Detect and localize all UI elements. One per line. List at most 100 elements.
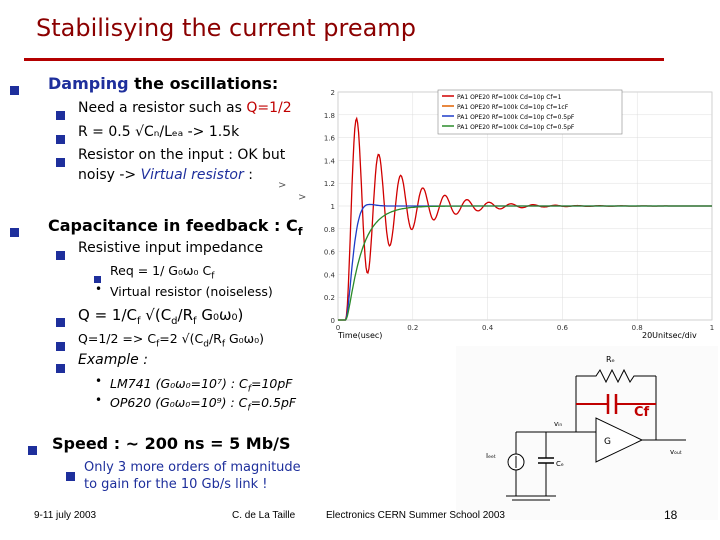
slide-title: Stabilisying the current preamp	[36, 14, 416, 42]
idet-label: Iₑₑₜ	[486, 452, 496, 460]
footer-date: 9-11 july 2003	[34, 510, 97, 521]
arrow-glyph: >	[278, 180, 287, 191]
resistor-q-value: Q=1/2	[246, 100, 292, 116]
y-tick-label: 1.4	[324, 157, 336, 165]
q-formula-d: G₀ω₀)	[196, 306, 244, 324]
resistor-input-line2: noisy -> Virtual resistor :	[78, 167, 253, 183]
q-half-b: =2 √(C	[159, 331, 204, 346]
cd-label: Cₑ	[556, 460, 564, 468]
legend-entry: PA1 OPE20 Rf=100k Cd=10p Cf=0.5pF	[457, 114, 575, 121]
bullet-square	[66, 466, 75, 485]
vout-label: vₒᵤₜ	[670, 448, 682, 456]
resistor-input-line1: Resistor on the input : OK but	[78, 147, 286, 163]
circuit-background	[456, 346, 718, 520]
page-number: 18	[664, 508, 678, 522]
y-tick-label: 1.6	[324, 135, 336, 143]
orders-line2: to gain for the 10 Gb/s link !	[84, 477, 268, 492]
oscillation-chart: 0 0.2 0.4 0.6 0.8 1 1.2 1.4 1.6 1.8 2 0 0.2 0.4 0.6 0.8…	[312, 84, 718, 346]
arrow-glyph: >	[298, 192, 307, 203]
damping-word: Damping	[48, 74, 129, 93]
x-tick-label: 0.8	[632, 324, 643, 332]
capacitance-text: Capacitance in feedback : C	[48, 216, 298, 235]
y-tick-label: 0.4	[324, 271, 336, 279]
req-line: Req = 1/ G₀ω₀ Cf	[110, 263, 214, 282]
colon-text: :	[243, 167, 253, 183]
virtual-resistor-text: Virtual resistor	[140, 167, 244, 183]
bullet-square-small	[94, 268, 101, 287]
y-tick-label: 2	[331, 89, 335, 97]
legend-entry: PA1 OPE20 Rf=100k Cd=10p Cf=1cF	[457, 104, 569, 111]
bullet-square	[28, 440, 37, 459]
bullet-square	[56, 336, 65, 355]
example-line: Example :	[78, 352, 148, 368]
gain-label: G	[604, 437, 611, 447]
bullet-square	[56, 312, 65, 331]
x-tick-label: 0	[336, 324, 340, 332]
bullet-square	[56, 105, 65, 124]
bullet-dot: •	[95, 282, 103, 296]
resistor-r-line: R = 0.5 √Cₙ/Lₑₐ -> 1.5k	[78, 124, 240, 140]
footer-event: Electronics CERN Summer School 2003	[326, 510, 505, 521]
x-tick-label: 0.6	[557, 324, 569, 332]
q-formula-c: /R	[177, 306, 194, 324]
q-formula-a: Q = 1/C	[78, 306, 137, 324]
op620-b: =0.5pF	[250, 395, 297, 410]
bullet-dot: •	[95, 374, 103, 388]
noisy-text: noisy ->	[78, 167, 141, 183]
virtual-noiseless-line: Virtual resistor (noiseless)	[110, 284, 273, 299]
req-text: Req = 1/ G₀ω₀ C	[110, 263, 212, 278]
q-half-line: Q=1/2 => Cf=2 √(Cd/Rf G₀ω₀)	[78, 331, 265, 350]
chart-legend: PA1 OPE20 Rf=100k Cd=10p Cf=1 PA1 OPE20 R…	[437, 89, 623, 135]
title-underline	[24, 58, 664, 61]
chart-xlabel: Time(usec)	[337, 331, 382, 340]
q-half-a: Q=1/2 => C	[78, 331, 157, 346]
resistor-q-line: Need a resistor such as Q=1/2	[78, 100, 292, 116]
op620-a: OP620 (G₀ω₀=10⁹) : C	[110, 395, 248, 410]
bullet-square	[10, 222, 19, 241]
op620-line: OP620 (G₀ω₀=10⁹) : Cf=0.5pF	[110, 395, 297, 414]
bullet-square	[56, 129, 65, 148]
chart-xlabel-right: 20Unitsec/div	[642, 331, 697, 340]
y-tick-label: 1	[331, 203, 335, 211]
damping-heading: Damping the oscillations:	[48, 74, 278, 93]
bullet-dot: •	[95, 393, 103, 407]
amplifier-triangle	[595, 417, 644, 463]
series-line-3	[338, 205, 712, 321]
bullet-square	[56, 152, 65, 171]
y-tick-label: 0	[331, 317, 335, 325]
bullet-square	[56, 358, 65, 377]
lm741-line: LM741 (G₀ω₀=10⁷) : Cf=10pF	[110, 376, 293, 395]
resistive-input-line: Resistive input impedance	[78, 240, 264, 256]
q-formula-b: √(C	[140, 306, 172, 324]
footer-author: C. de La Taille	[232, 510, 296, 521]
y-tick-label: 0.8	[324, 226, 335, 234]
chart-series-group	[338, 116, 712, 321]
req-sub: f	[211, 271, 215, 282]
damping-rest: the oscillations:	[128, 74, 279, 93]
legend-box	[437, 89, 623, 135]
capacitance-sub: f	[297, 225, 303, 239]
q-half-d: G₀ω₀)	[225, 331, 265, 346]
bullet-square	[10, 80, 19, 99]
x-tick-label: 1	[710, 324, 714, 332]
legend-entry: PA1 OPE20 Rf=100k Cd=10p Cf=0.5pF	[457, 124, 575, 131]
vin-label: vᵢₙ	[554, 420, 562, 428]
lm741-b: =10pF	[250, 376, 293, 391]
speed-line: Speed : ~ 200 ns = 5 Mb/S	[52, 434, 291, 453]
resistor-q-text: Need a resistor such as	[78, 100, 247, 116]
bullet-square	[56, 245, 65, 264]
cf-label: Cf	[634, 405, 650, 420]
y-tick-label: 1.2	[324, 180, 335, 188]
lm741-a: LM741 (G₀ω₀=10⁷) : C	[110, 376, 248, 391]
orders-line1: Only 3 more orders of magnitude	[84, 460, 301, 475]
x-tick-label: 0.4	[482, 324, 494, 332]
chart-ticks: 0 0.2 0.4 0.6 0.8 1 1.2 1.4 1.6 1.8 2 0 0.2 0.4 0.6 0.8…	[324, 89, 714, 332]
rf-label: Rₑ	[606, 355, 615, 364]
q-half-c: /R	[208, 331, 222, 346]
legend-entry: PA1 OPE20 Rf=100k Cd=10p Cf=1	[457, 94, 562, 101]
capacitance-heading: Capacitance in feedback : Cf	[48, 216, 303, 238]
y-tick-label: 1.8	[324, 112, 335, 120]
y-tick-label: 0.6	[324, 249, 336, 257]
x-tick-label: 0.2	[407, 324, 418, 332]
q-formula-line: Q = 1/Cf √(Cd/Rf G₀ω₀)	[78, 306, 244, 327]
